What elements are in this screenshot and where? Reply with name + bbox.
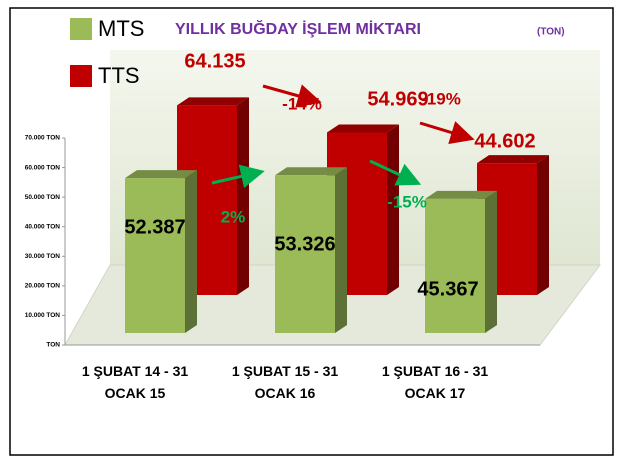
bar-side — [185, 170, 197, 333]
value-label: 45.367 — [417, 278, 478, 300]
annotation: -15% — [387, 192, 427, 211]
y-tick-label: 20.000 TON — [25, 283, 61, 290]
bar-side — [335, 167, 347, 333]
bar-side — [485, 190, 497, 333]
chart-title: YILLIK BUĞDAY İŞLEM MİKTARI — [175, 19, 421, 38]
value-label: 64.135 — [184, 50, 245, 72]
bar-front — [275, 175, 335, 333]
value-label: 44.602 — [474, 130, 535, 152]
annotation: -19% — [421, 89, 461, 108]
y-tick-label: 50.000 TON — [25, 194, 61, 201]
legend-label: TTS — [98, 63, 140, 88]
value-label: 52.387 — [124, 216, 185, 238]
x-tick-label: 1 ŞUBAT 14 - 31 OCAK 15 — [81, 363, 189, 401]
x-tick-label-box: 1 ŞUBAT 15 - 31 OCAK 16 — [231, 363, 339, 401]
y-tick-label: 10.000 TON — [25, 312, 61, 319]
x-tick-label-box: 1 ŞUBAT 16 - 31 OCAK 17 — [381, 363, 489, 401]
bar-top — [125, 170, 197, 179]
x-tick-label-box: 1 ŞUBAT 14 - 31 OCAK 15 — [81, 363, 189, 401]
bar-top — [425, 190, 497, 199]
bar-top — [327, 124, 399, 133]
x-tick-label: 1 ŞUBAT 16 - 31 OCAK 17 — [381, 363, 489, 401]
bar-top — [177, 97, 249, 106]
bar-front — [125, 178, 185, 333]
bar — [125, 170, 197, 333]
arrow — [369, 159, 422, 186]
legend-label: MTS — [98, 16, 144, 41]
bar-top — [275, 167, 347, 176]
arrow — [211, 164, 265, 189]
bar-side — [237, 97, 249, 295]
bar-side — [537, 155, 549, 295]
y-tick-label: 60.000 TON — [25, 164, 61, 171]
legend-swatch — [70, 18, 92, 40]
annotation: -14% — [282, 94, 322, 113]
legend-swatch — [70, 65, 92, 87]
title-unit: (TON) — [537, 27, 565, 38]
bar-front — [425, 198, 485, 333]
y-tick-label: 30.000 TON — [25, 253, 61, 260]
value-label: 53.326 — [274, 233, 335, 255]
y-tick-label: 70.000 TON — [25, 135, 61, 142]
value-label: 54.969 — [367, 88, 428, 110]
bar-top — [477, 155, 549, 164]
arrow — [419, 121, 475, 145]
y-tick-label: 40.000 TON — [25, 223, 61, 230]
arrow — [262, 84, 322, 108]
x-tick-label: 1 ŞUBAT 15 - 31 OCAK 16 — [231, 363, 339, 401]
y-tick-label: TON — [46, 342, 60, 349]
bar — [425, 190, 497, 333]
bar — [275, 167, 347, 333]
annotation: 2% — [221, 207, 246, 226]
